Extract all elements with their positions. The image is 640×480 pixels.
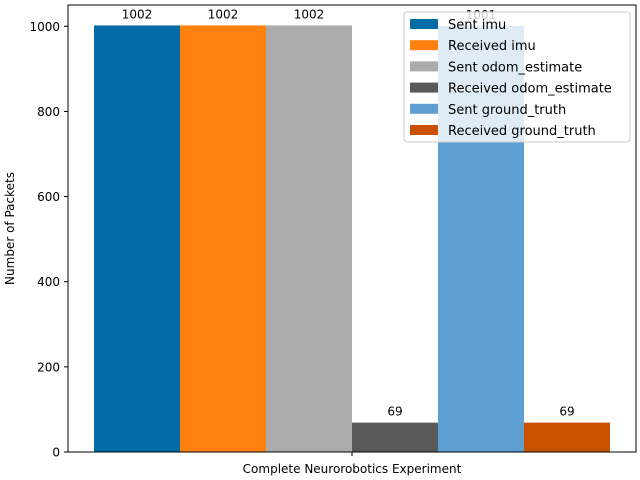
y-tick-label-4: 800: [37, 105, 60, 119]
bars-group: [94, 25, 610, 453]
bar-value-label-2: 1002: [208, 7, 239, 21]
legend-box: [403, 11, 631, 143]
legend-swatch-2: [410, 40, 438, 51]
y-tick-label-2: 400: [37, 275, 60, 289]
legend-label-1: Sent imu: [448, 18, 506, 33]
legend-swatch-6: [410, 125, 438, 135]
y-axis-ticks: 0 200 400 600 800 1000: [29, 20, 68, 460]
bar-1: [94, 25, 180, 452]
x-tick-label-0: Complete Neurorobotics Experiment: [243, 462, 462, 476]
legend-swatch-4: [410, 82, 438, 93]
legend-swatch-1: [410, 19, 438, 29]
bar-value-label-6: 69: [559, 405, 574, 419]
x-axis-ticks: Complete Neurorobotics Experiment: [243, 452, 462, 476]
bar-6: [524, 422, 610, 452]
legend-swatch-5: [410, 103, 438, 114]
y-tick-label-1: 200: [37, 360, 60, 374]
bar-2: [180, 25, 266, 452]
y-tick-label-5: 1000: [29, 20, 60, 34]
y-axis-label: Number of Packets: [3, 172, 17, 285]
legend-label-5: Sent ground_truth: [448, 103, 566, 118]
bar-4: [352, 422, 438, 452]
legend-label-3: Sent odom_estimate: [448, 60, 582, 75]
bar-value-label-3: 1002: [294, 7, 325, 21]
bar-value-label-4: 69: [387, 405, 402, 419]
legend-label-4: Received odom_estimate: [448, 82, 612, 97]
legend-swatch-3: [410, 61, 438, 72]
legend-label-6: Received ground_truth: [448, 124, 596, 139]
y-tick-label-3: 600: [37, 190, 60, 204]
y-tick-label-0: 0: [52, 446, 60, 460]
legend: Sent imu Received imu Sent odom_estimate Re…: [403, 11, 631, 143]
bar-value-label-1: 1002: [122, 7, 153, 21]
legend-label-2: Received imu: [448, 39, 536, 54]
bar-3: [266, 25, 352, 452]
